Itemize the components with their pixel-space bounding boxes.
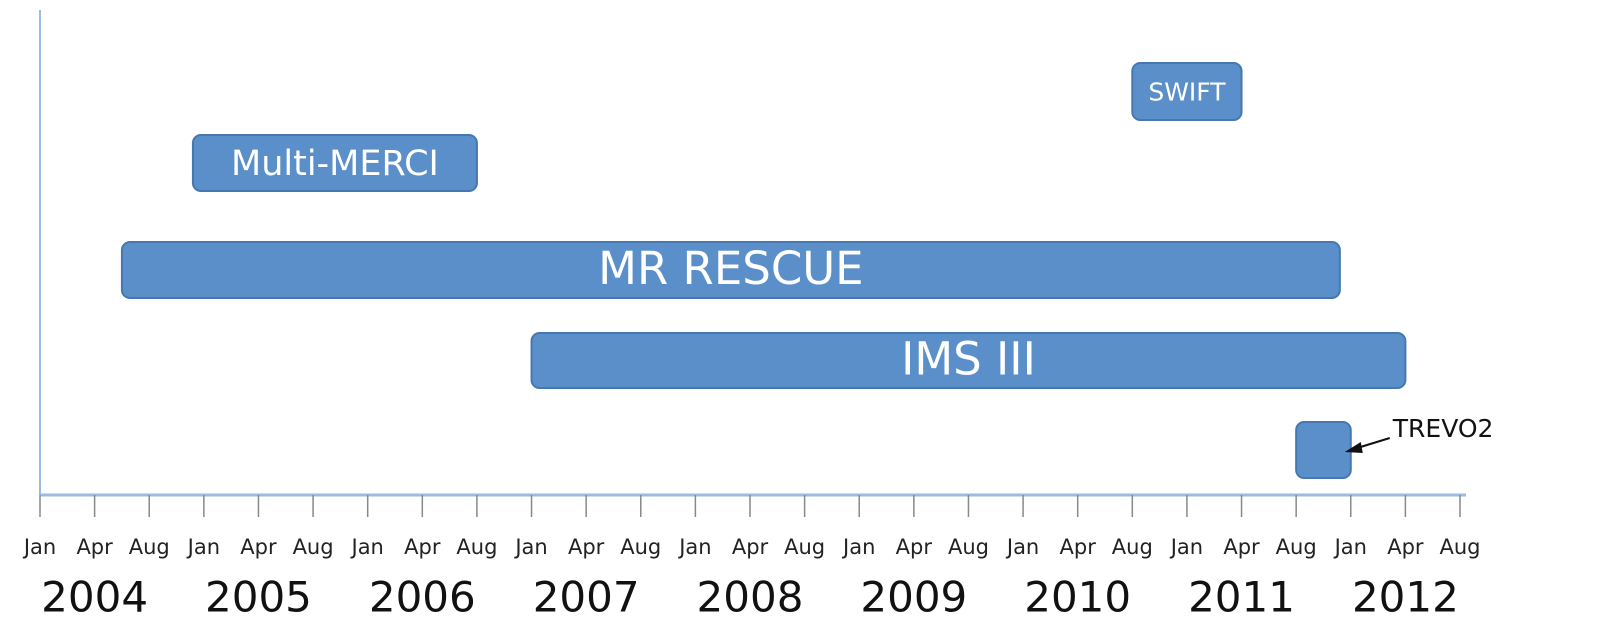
year-label: 2007 xyxy=(533,573,640,622)
x-tick-label: Jan xyxy=(513,535,547,559)
x-tick-label: Apr xyxy=(404,535,441,559)
year-label: 2008 xyxy=(697,573,804,622)
x-tick-label: Aug xyxy=(456,535,497,559)
task-label: MR RESCUE xyxy=(598,242,863,295)
x-tick-label: Apr xyxy=(732,535,769,559)
task-bar xyxy=(120,241,1341,299)
x-tick-label: Jan xyxy=(22,535,56,559)
x-tick-label: Aug xyxy=(1439,535,1480,559)
year-label: 2011 xyxy=(1188,573,1295,622)
x-tick-label: Aug xyxy=(948,535,989,559)
year-label: 2012 xyxy=(1352,573,1459,622)
x-tick-label: Apr xyxy=(896,535,933,559)
x-tick-label: Jan xyxy=(677,535,711,559)
year-label: 2006 xyxy=(369,573,476,622)
x-tick-label: Jan xyxy=(841,535,875,559)
x-tick-label: Aug xyxy=(293,535,334,559)
year-label: 2004 xyxy=(41,573,148,622)
x-tick-label: Aug xyxy=(784,535,825,559)
year-label: 2009 xyxy=(860,573,967,622)
task-label: TREVO2 xyxy=(1392,414,1494,443)
task-label: Multi-MERCI xyxy=(231,144,439,184)
x-tick-label: Jan xyxy=(350,535,384,559)
x-tick-label: Apr xyxy=(76,535,113,559)
x-tick-label: Aug xyxy=(1276,535,1317,559)
x-tick-label: Apr xyxy=(240,535,277,559)
x-tick-label: Jan xyxy=(1169,535,1203,559)
task-label: IMS III xyxy=(901,333,1036,386)
year-label: 2010 xyxy=(1024,573,1131,622)
task-bar xyxy=(1295,421,1352,479)
x-tick-label: Apr xyxy=(568,535,605,559)
x-tick-label: Apr xyxy=(1387,535,1424,559)
task-bar xyxy=(530,332,1407,389)
x-tick-label: Aug xyxy=(620,535,661,559)
task-bar xyxy=(191,134,478,192)
x-tick-label: Aug xyxy=(1112,535,1153,559)
x-tick-label: Apr xyxy=(1223,535,1260,559)
task-label: SWIFT xyxy=(1148,78,1226,107)
x-tick-label: Jan xyxy=(186,535,220,559)
arrow-head xyxy=(1344,442,1363,453)
x-tick-label: Aug xyxy=(129,535,170,559)
year-label: 2005 xyxy=(205,573,312,622)
x-tick-label: Jan xyxy=(1333,535,1367,559)
x-tick-label: Apr xyxy=(1060,535,1097,559)
task-bar xyxy=(1131,62,1243,121)
x-tick-label: Jan xyxy=(1005,535,1039,559)
